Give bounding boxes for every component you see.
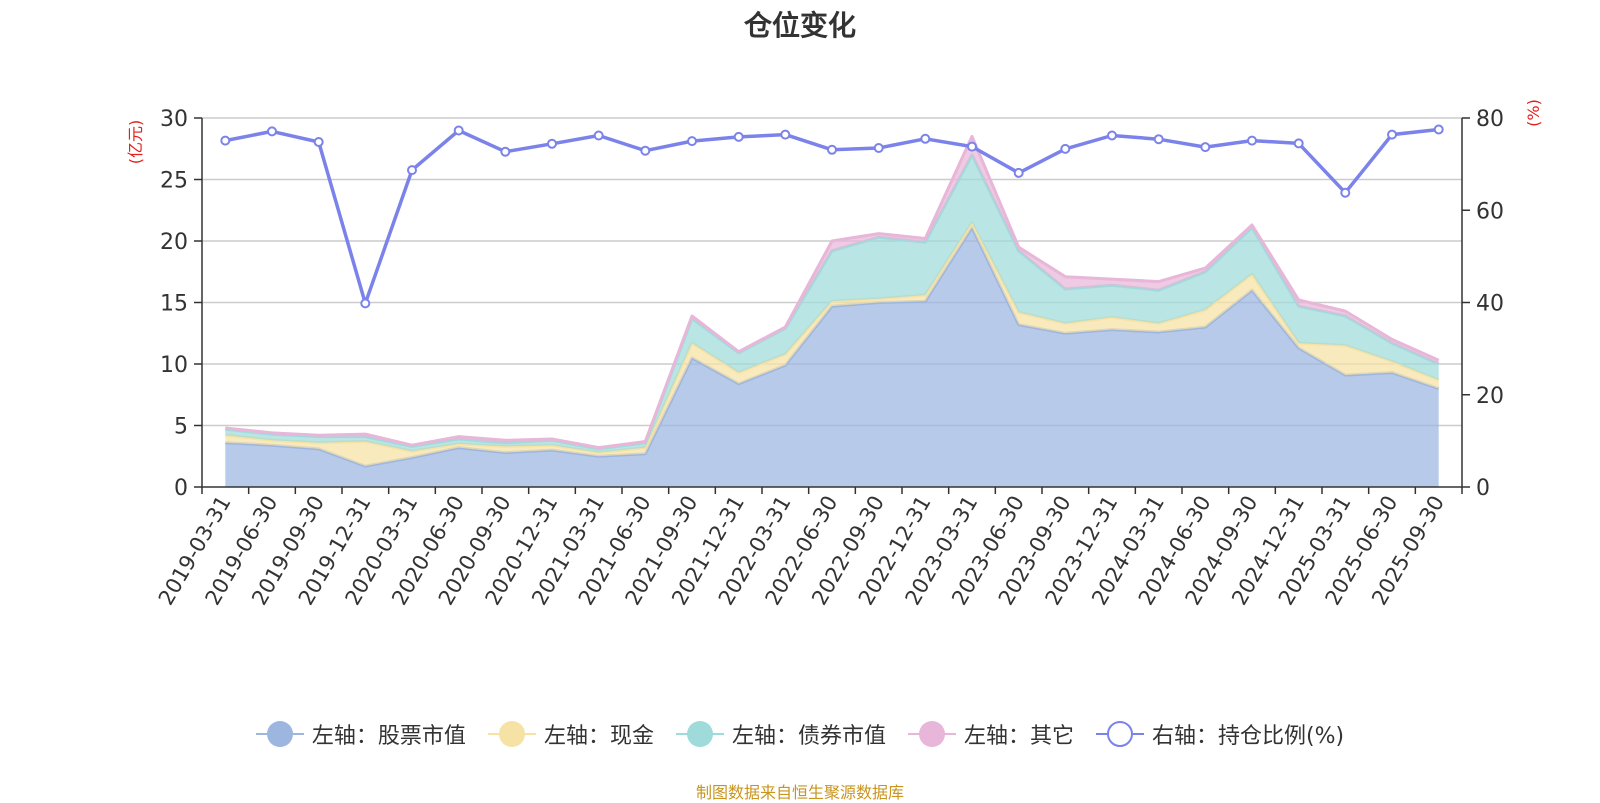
ratio-point — [967, 141, 977, 152]
area-左轴：股票市值 — [225, 227, 1439, 487]
legend-label: 左轴：股票市值 — [311, 724, 466, 749]
legend-ratio-icon — [1095, 721, 1144, 747]
y-right-tick-label: 0 — [1476, 476, 1490, 501]
ratio-point — [313, 137, 324, 147]
y-left-tick-label: 5 — [174, 415, 188, 440]
area-edge-左轴：其它 — [225, 134, 1440, 450]
ratio-point — [360, 298, 371, 309]
ratio-point — [453, 125, 464, 136]
legend-item-stock[interactable]: 左轴：股票市值 — [255, 718, 466, 750]
y-right-unit-label: (%) — [1524, 99, 1543, 127]
legend-item-cash[interactable]: 左轴：现金 — [487, 718, 654, 750]
ratio-point — [1153, 134, 1164, 145]
y-left-tick-label: 15 — [160, 292, 188, 317]
ratio-point — [220, 135, 231, 146]
stacked-areas — [225, 134, 1440, 487]
y-left-tick-label: 25 — [160, 169, 188, 194]
legend-item-ratio[interactable]: 右轴：持仓比例(%) — [1095, 718, 1345, 750]
legend-label: 左轴：现金 — [543, 724, 654, 749]
ratio-point — [593, 130, 604, 141]
ratio-point — [1433, 124, 1444, 135]
ratio-point — [920, 133, 931, 144]
chart-title: 仓位变化 — [743, 9, 856, 42]
ratio-point — [1200, 142, 1211, 153]
ratio-point — [267, 126, 277, 137]
y-left-tick-label: 20 — [160, 230, 188, 255]
y-right-tick-label: 60 — [1476, 199, 1504, 224]
legend-cash-icon — [487, 721, 536, 747]
ratio-point — [407, 165, 417, 176]
ratio-point — [640, 145, 651, 156]
legend-label: 左轴：债券市值 — [731, 724, 886, 749]
ratio-point — [1387, 129, 1397, 140]
ratio-line-layer — [220, 124, 1444, 309]
legend-label: 左轴：其它 — [963, 724, 1074, 749]
y-right-tick-label: 40 — [1476, 292, 1504, 317]
legend-item-other[interactable]: 左轴：其它 — [907, 718, 1074, 750]
ratio-point — [827, 144, 837, 155]
ratio-point — [1340, 187, 1351, 198]
area-左轴：债券市值 — [225, 154, 1439, 453]
legend-label: 右轴：持仓比例(%) — [1151, 724, 1345, 749]
ratio-point — [1247, 135, 1257, 146]
ratio-point — [1293, 138, 1304, 149]
ratio-point — [547, 138, 557, 149]
legend-bond-icon — [675, 721, 724, 747]
ratio-point — [1060, 143, 1071, 154]
legend-item-bond[interactable]: 左轴：债券市值 — [675, 718, 886, 750]
y-left-tick-label: 30 — [160, 107, 188, 132]
ratio-point — [780, 129, 791, 140]
data-source-note: 制图数据来自恒生聚源数据库 — [695, 783, 904, 802]
legend-stock-icon — [255, 721, 304, 747]
y-right-tick-label: 80 — [1476, 107, 1504, 132]
ratio-point — [733, 131, 744, 142]
ratio-point — [687, 136, 697, 147]
ratio-point — [1107, 130, 1117, 141]
y-left-unit-label: (亿元) — [126, 120, 145, 165]
y-left-tick-label: 0 — [174, 476, 188, 501]
legend: 左轴：股票市值 左轴：现金 左轴：债券市值 左轴：其它 右轴：持仓比例(%) — [0, 718, 1600, 750]
ratio-point — [1013, 167, 1024, 178]
ratio-point — [500, 146, 511, 157]
y-right-tick-label: 20 — [1476, 384, 1504, 409]
ratio-point — [873, 143, 884, 153]
legend-other-icon — [907, 721, 956, 747]
y-left-tick-label: 10 — [160, 353, 188, 378]
